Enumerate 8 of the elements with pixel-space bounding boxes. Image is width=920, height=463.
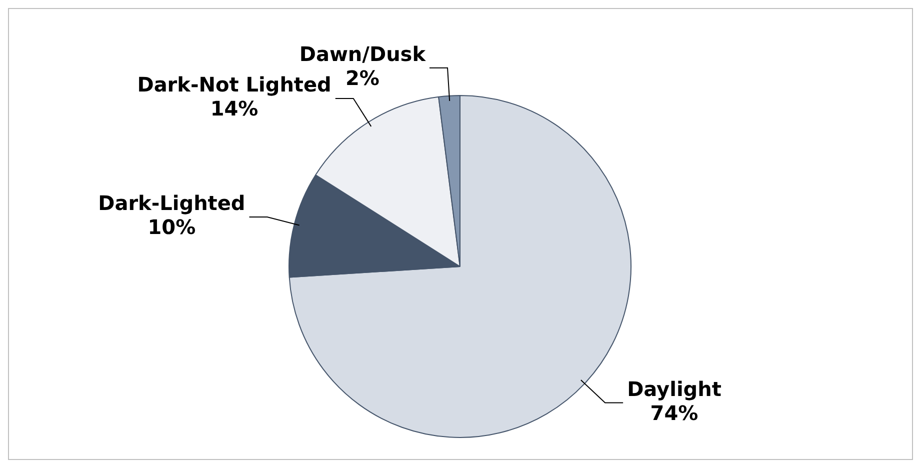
slice-label: Daylight <box>627 376 722 401</box>
data-label: 74% <box>650 400 698 425</box>
slice-label: Dawn/Dusk <box>299 42 426 66</box>
data-label: 2% <box>345 66 380 90</box>
slice-label: Dark-Lighted <box>98 191 246 216</box>
data-label: 10% <box>148 215 196 240</box>
slice-label: Dark-Not Lighted <box>137 72 332 97</box>
data-label: 14% <box>210 96 258 121</box>
